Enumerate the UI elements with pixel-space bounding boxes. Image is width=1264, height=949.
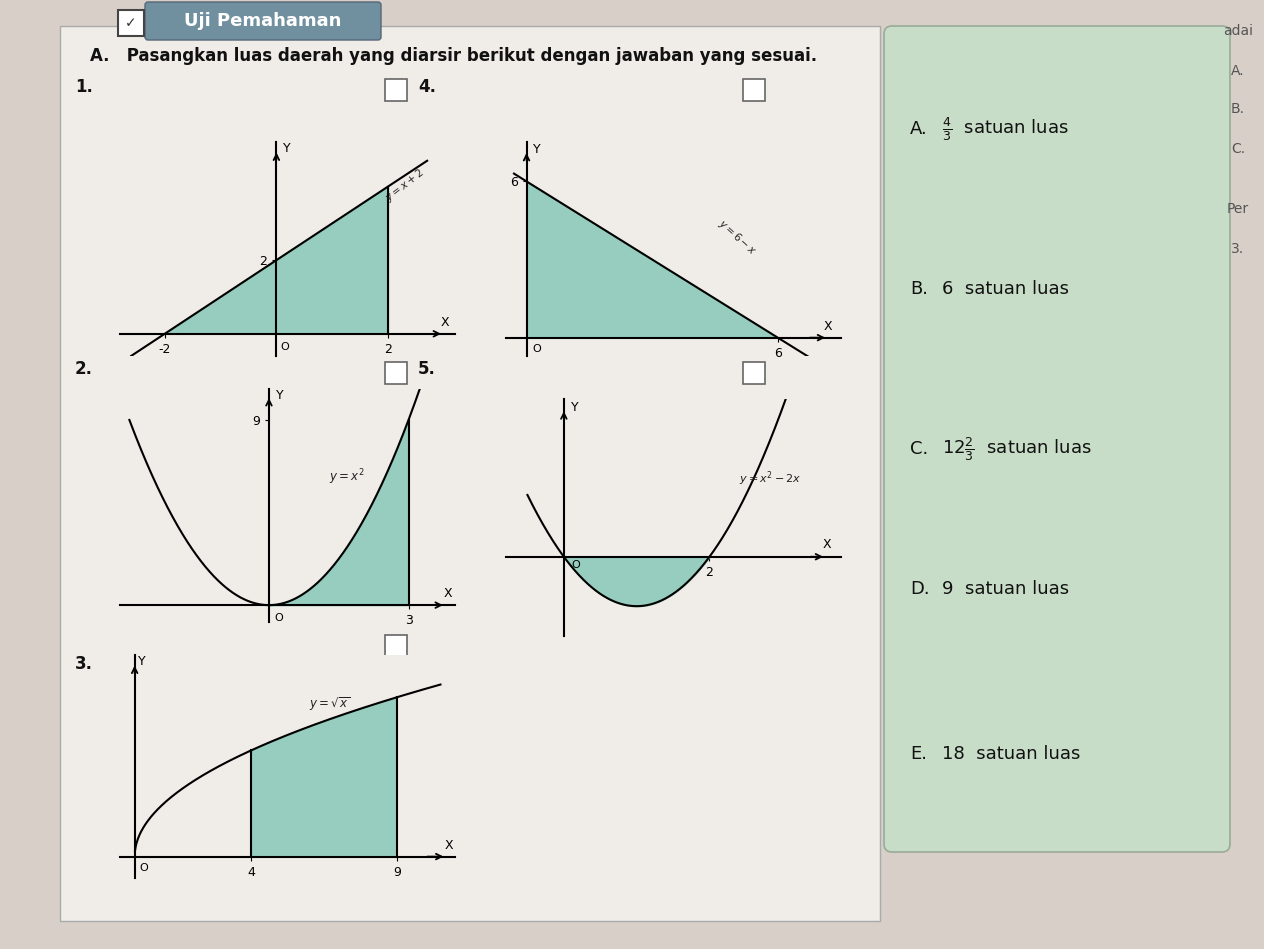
Bar — [118, 10, 144, 36]
FancyBboxPatch shape — [884, 26, 1230, 852]
Text: 4.: 4. — [418, 78, 436, 96]
Text: X: X — [444, 586, 453, 600]
Text: 1.: 1. — [75, 78, 92, 96]
Text: X: X — [824, 320, 833, 333]
Text: B.: B. — [1231, 102, 1245, 116]
Text: Y: Y — [138, 656, 145, 668]
Text: 5.: 5. — [418, 360, 436, 378]
Text: 6  satuan luas: 6 satuan luas — [942, 280, 1069, 298]
Text: $12\frac{2}{3}$  satuan luas: $12\frac{2}{3}$ satuan luas — [942, 435, 1092, 463]
Text: O: O — [571, 560, 580, 569]
Text: Uji Pemahaman: Uji Pemahaman — [185, 12, 341, 30]
Bar — [743, 362, 765, 384]
Text: $y = 6 - x$: $y = 6 - x$ — [715, 216, 758, 258]
Text: E.: E. — [910, 745, 927, 763]
Text: O: O — [533, 344, 541, 354]
Text: 3.: 3. — [75, 655, 94, 673]
Text: Per: Per — [1227, 202, 1249, 216]
Text: Y: Y — [283, 141, 291, 155]
Text: $\frac{4}{3}$  satuan luas: $\frac{4}{3}$ satuan luas — [942, 115, 1068, 143]
Text: 9  satuan luas: 9 satuan luas — [942, 580, 1069, 598]
Bar — [386, 362, 407, 384]
Text: Y: Y — [276, 389, 283, 402]
Text: D.: D. — [910, 580, 929, 598]
Text: 2.: 2. — [75, 360, 94, 378]
Text: X: X — [441, 316, 450, 328]
Text: A.: A. — [910, 120, 928, 138]
Text: B.: B. — [910, 280, 928, 298]
Text: X: X — [445, 839, 454, 851]
Text: C.: C. — [910, 440, 928, 458]
Text: $y = x^2 - 2x$: $y = x^2 - 2x$ — [738, 470, 801, 488]
Text: Y: Y — [571, 400, 579, 414]
Text: O: O — [274, 612, 283, 623]
Text: A.   Pasangkan luas daerah yang diarsir berikut dengan jawaban yang sesuai.: A. Pasangkan luas daerah yang diarsir be… — [90, 47, 817, 65]
Text: 3.: 3. — [1231, 242, 1245, 256]
Text: C.: C. — [1231, 142, 1245, 156]
Text: 18  satuan luas: 18 satuan luas — [942, 745, 1081, 763]
Bar — [386, 79, 407, 101]
Bar — [386, 635, 407, 657]
Text: $y = x + 2$: $y = x + 2$ — [383, 166, 427, 205]
Text: X: X — [823, 538, 830, 550]
Bar — [743, 79, 765, 101]
Text: Y: Y — [533, 142, 541, 156]
Text: ✓: ✓ — [125, 16, 137, 30]
Text: O: O — [139, 864, 148, 873]
FancyBboxPatch shape — [59, 26, 880, 921]
Text: $y = \sqrt{x}$: $y = \sqrt{x}$ — [310, 696, 350, 713]
Text: O: O — [281, 343, 289, 352]
FancyBboxPatch shape — [145, 2, 380, 40]
Text: adai: adai — [1224, 24, 1253, 38]
Text: $y = x^2$: $y = x^2$ — [330, 468, 365, 488]
Text: A.: A. — [1231, 64, 1245, 78]
